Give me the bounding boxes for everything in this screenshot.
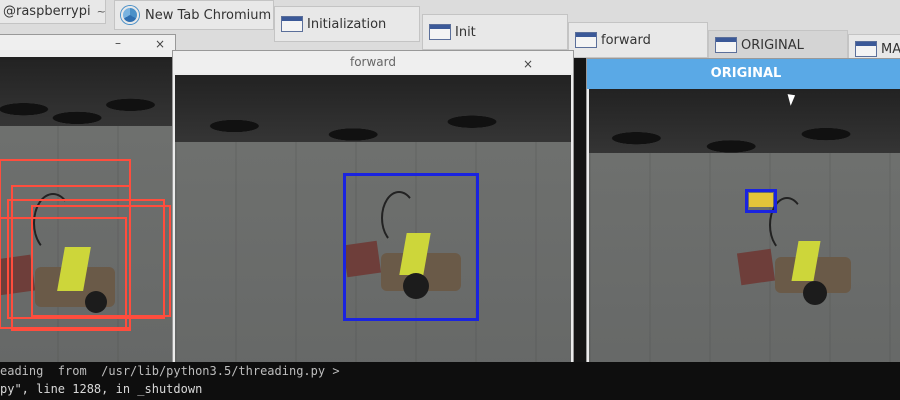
taskbar-item-label: MASK [881, 41, 900, 57]
forward-window: forward × [172, 50, 574, 380]
taskbar-item-init[interactable]: Init [422, 14, 568, 50]
taskbar-item-initialization[interactable]: Initialization [274, 6, 420, 42]
init-video-frame [0, 57, 175, 369]
init-window-titlebar[interactable]: – × [0, 35, 175, 57]
taskbar-item-label: Initialization [307, 16, 387, 32]
taskbar-item-original[interactable]: ORIGINAL [708, 30, 848, 60]
detection-box [11, 185, 131, 331]
chromium-icon [121, 6, 139, 24]
terminal-line: py", line 1288, in _shutdown [0, 382, 203, 396]
taskbar-item-label: ORIGINAL [741, 37, 804, 53]
window-icon [575, 32, 597, 48]
minimize-button[interactable]: – [115, 36, 121, 50]
taskbar-item-label: forward [601, 32, 651, 48]
close-button[interactable]: × [155, 37, 166, 51]
forward-video-frame [175, 75, 571, 379]
taskbar-item-label: Init [455, 24, 476, 40]
taskbar: @raspberrypi ~ New Tab Chromium Initiali… [0, 0, 900, 64]
terminal-line: eading from /usr/lib/python3.5/threading… [0, 364, 340, 378]
terminal-output: eading from /usr/lib/python3.5/threading… [0, 362, 900, 400]
target-marker [749, 193, 773, 207]
original-video-frame [589, 89, 900, 381]
robot-car [342, 191, 495, 315]
taskbar-item-chromium[interactable]: New Tab Chromium [114, 0, 274, 30]
forward-window-titlebar[interactable]: forward × [173, 51, 573, 73]
window-icon [855, 41, 877, 57]
original-window-titlebar[interactable]: ORIGINAL [587, 59, 900, 89]
original-window: ORIGINAL [586, 58, 900, 382]
detection-box [343, 173, 479, 321]
taskbar-item-terminal[interactable]: @raspberrypi ~ [0, 0, 106, 24]
init-window: – × [0, 34, 176, 370]
chevron-down-icon: ~ [96, 5, 106, 18]
detection-box [31, 205, 171, 317]
window-icon [281, 16, 303, 32]
taskbar-item-label: New Tab Chromium [145, 7, 272, 23]
window-icon [429, 24, 451, 40]
detection-box [7, 199, 165, 319]
robot-car [0, 193, 137, 327]
window-icon [715, 37, 737, 53]
robot-car [736, 197, 879, 317]
close-button[interactable]: × [523, 57, 534, 71]
taskbar-item-forward[interactable]: forward [568, 22, 708, 58]
detection-box [745, 189, 777, 213]
taskbar-item-label: @raspberrypi [3, 4, 91, 19]
window-title: forward [349, 55, 396, 69]
detection-box [0, 217, 127, 329]
